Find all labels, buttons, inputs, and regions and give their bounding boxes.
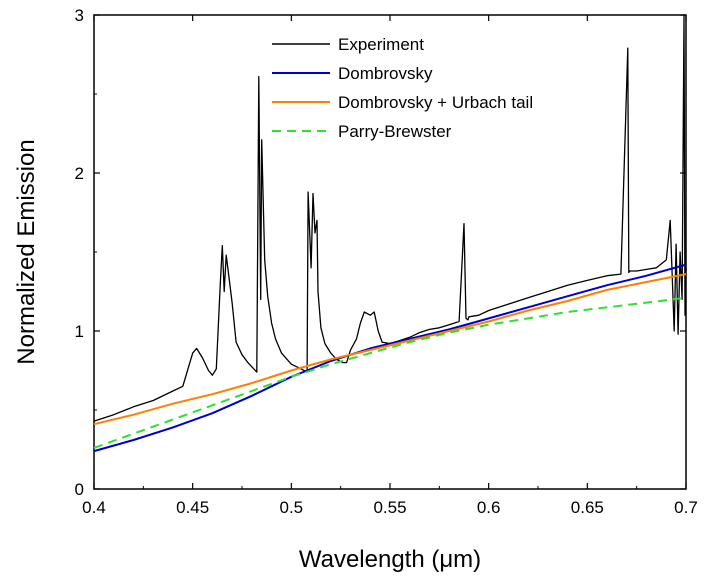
x-axis-ticks: 0.4 0.45 0.5 0.55 0.6 0.65 0.7: [82, 15, 698, 517]
y-tick-label: 2: [75, 164, 84, 183]
x-tick-label: 0.6: [477, 498, 501, 517]
legend-label: Parry-Brewster: [338, 122, 452, 141]
legend: Experiment Dombrovsky Dombrovsky + Urbach …: [272, 35, 533, 141]
series-line-dombrovsky-urbach-tail: [93, 273, 687, 426]
x-tick-label: 0.4: [82, 498, 106, 517]
series-line-dombrovsky: [93, 263, 687, 453]
series-line-experiment: [93, 14, 687, 422]
x-tick-label: 0.65: [571, 498, 604, 517]
x-tick-label: 0.55: [373, 498, 406, 517]
x-tick-label: 0.7: [674, 498, 698, 517]
plot-frame: [93, 14, 687, 490]
y-tick-label: 3: [75, 6, 84, 25]
y-tick-label: 0: [75, 480, 84, 499]
y-axis-label: Normalized Emission: [13, 139, 40, 364]
legend-label: Dombrovsky + Urbach tail: [338, 93, 533, 112]
x-tick-label: 0.45: [176, 498, 209, 517]
legend-label: Dombrovsky: [338, 64, 433, 83]
series-line-parry-brewster: [93, 296, 687, 449]
x-tick-label: 0.5: [280, 498, 304, 517]
legend-label: Experiment: [338, 35, 424, 54]
x-axis-label: Wavelength (μm): [299, 546, 481, 573]
series-layer: [93, 14, 687, 453]
y-tick-label: 1: [75, 322, 84, 341]
